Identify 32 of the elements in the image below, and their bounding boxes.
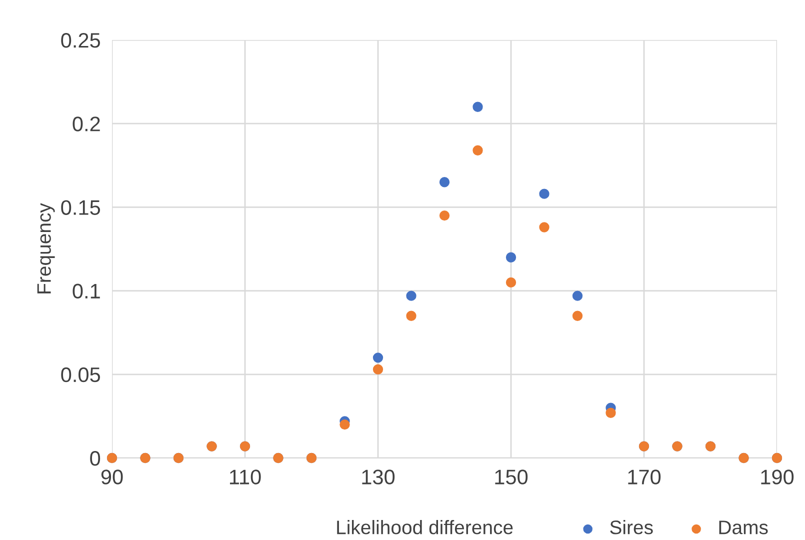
point: [572, 290, 583, 301]
y-tick-label: 0: [90, 451, 100, 466]
point: [372, 364, 384, 374]
y-axis-title: Frequency: [37, 203, 55, 294]
y-tick-label: 0.15: [61, 200, 100, 215]
point: [439, 210, 450, 221]
x-tick-label: 110: [230, 470, 261, 484]
point: [472, 145, 483, 156]
point: [506, 277, 516, 288]
point: [406, 310, 416, 321]
point: [606, 408, 616, 418]
point: [472, 102, 483, 112]
x-tick-label: 190: [761, 470, 794, 484]
x-tick-label: 170: [628, 470, 661, 484]
point: [539, 222, 550, 232]
legend-label: Sires: [610, 520, 653, 534]
point: [572, 310, 583, 321]
y-tick-label: 0.2: [72, 116, 100, 132]
point: [406, 290, 416, 301]
point: [539, 188, 550, 199]
x-axis-title: Likelihood difference: [337, 520, 513, 534]
x-tick-label: 150: [495, 470, 528, 484]
point: [340, 419, 350, 430]
legend-label: Dams: [719, 520, 768, 534]
point: [439, 177, 450, 188]
y-tick-label: 0.1: [72, 284, 100, 299]
x-tick-label: 130: [362, 470, 395, 484]
x-tick-label: 90: [101, 470, 123, 484]
y-tick-label: 0.25: [61, 33, 100, 48]
point: [372, 352, 384, 363]
point: [506, 252, 516, 262]
y-tick-label: 0.05: [61, 367, 100, 382]
